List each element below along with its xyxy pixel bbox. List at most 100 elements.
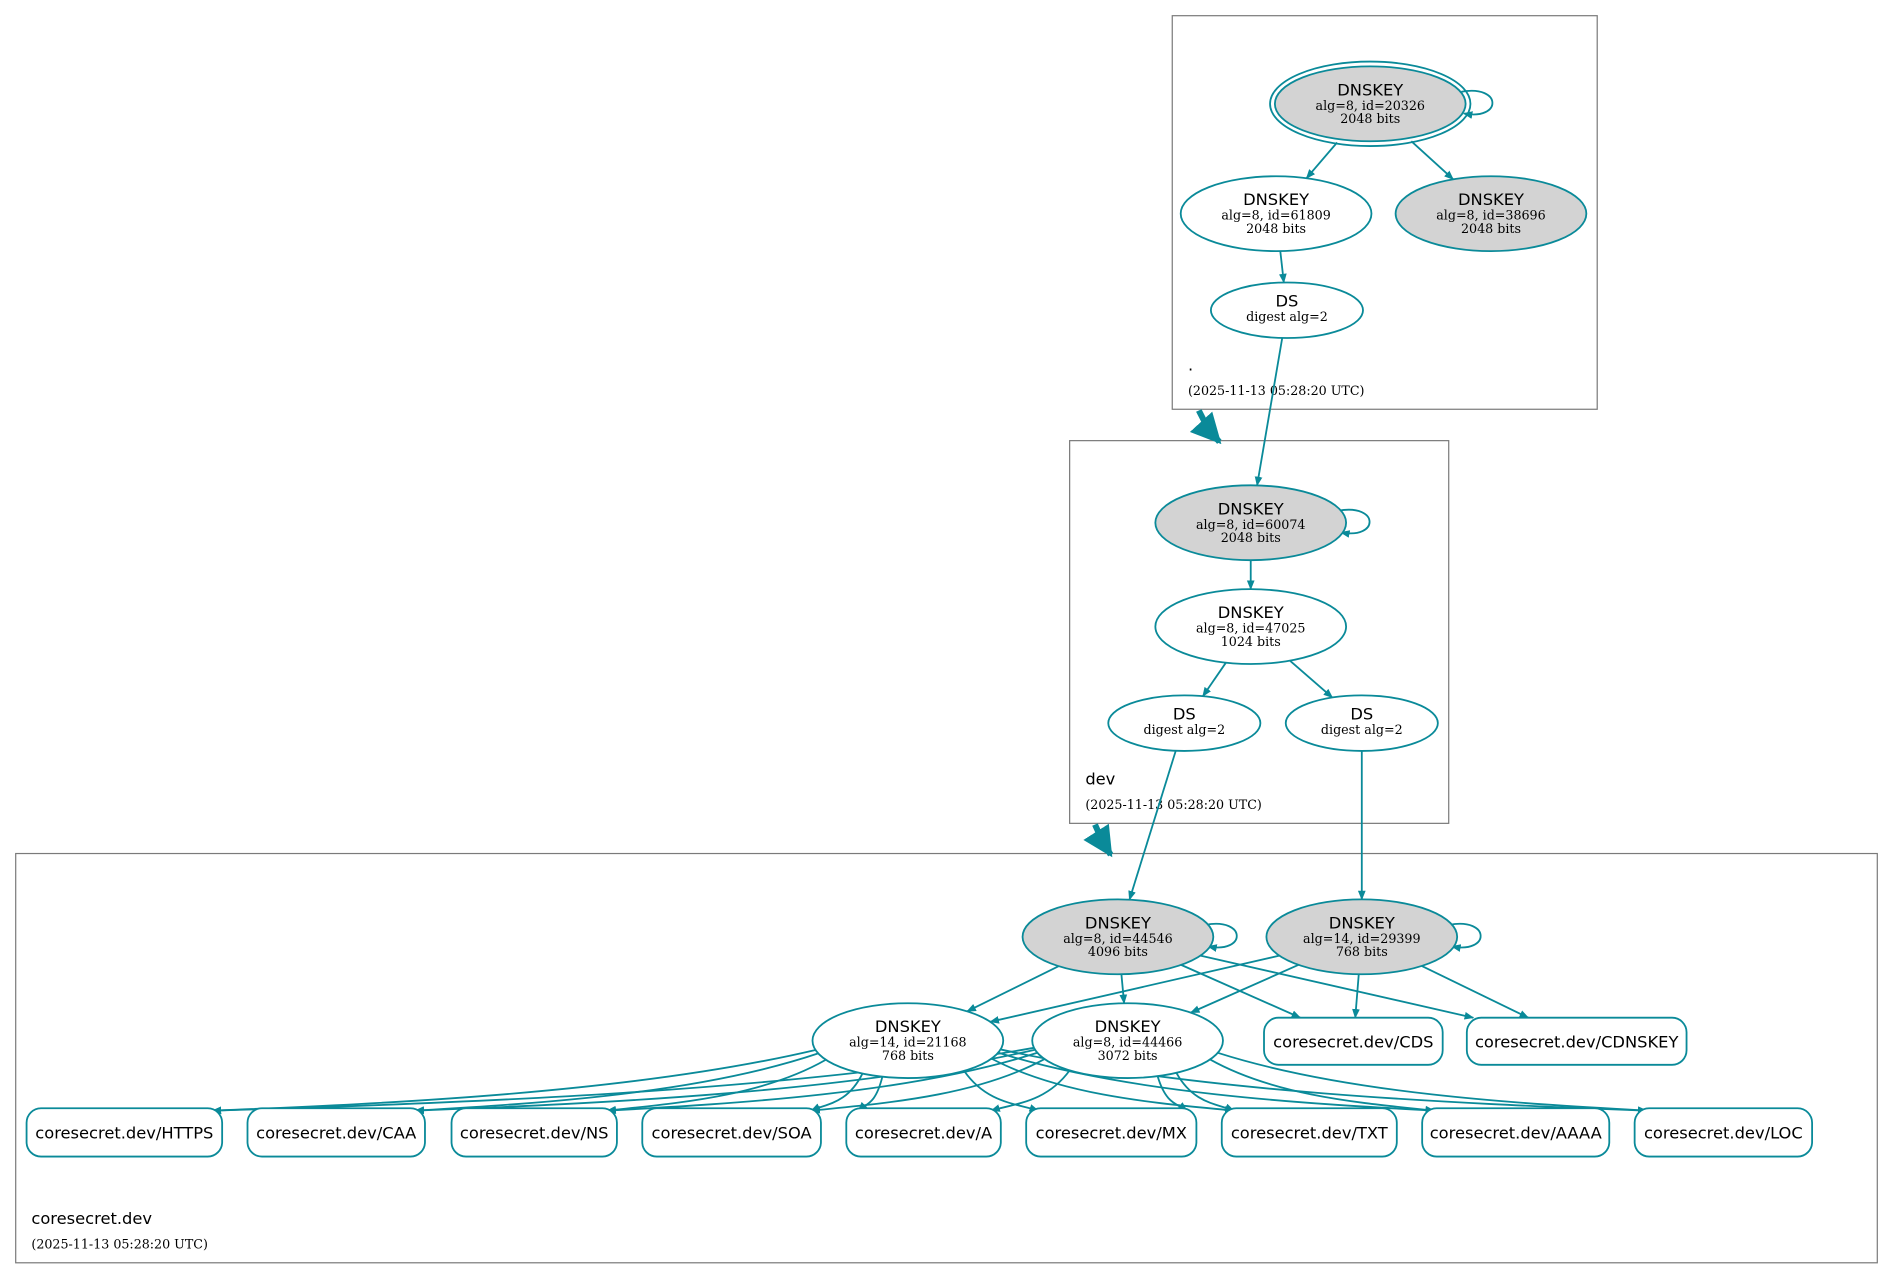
delegation-arrow xyxy=(1083,823,1114,858)
node-title: DNSKEY xyxy=(1458,190,1524,209)
zone-coresecret: coresecret.dev (2025-11-13 05:28:20 UTC) xyxy=(15,852,1878,1264)
node-detail: alg=8, id=44546 xyxy=(1063,931,1172,946)
rrset-label: coresecret.dev/CDS xyxy=(1273,1032,1433,1051)
rrset-node-aaaa[interactable]: coresecret.dev/AAAA xyxy=(1421,1107,1611,1158)
node-title: DNSKEY xyxy=(875,1017,941,1036)
self-signature-edge xyxy=(1449,922,1482,952)
node-detail: alg=14, id=21168 xyxy=(849,1035,966,1050)
edge-k61809-to-ds_root xyxy=(1279,250,1287,284)
edge-k21168-to-MX xyxy=(963,1070,1040,1112)
node-title: DS xyxy=(1276,292,1299,311)
node-bits: 2048 bits xyxy=(1221,530,1281,545)
edge-k29399-to-CDNSKEY xyxy=(1421,965,1530,1019)
edge-k44546-to-CDNSKEY xyxy=(1200,954,1475,1020)
node-bits: 2048 bits xyxy=(1246,221,1306,236)
node-detail: alg=8, id=38696 xyxy=(1436,208,1545,223)
node-bits: 1024 bits xyxy=(1221,634,1281,649)
edge-k21168-to-HTTPS xyxy=(211,1049,816,1115)
delegation-arrow xyxy=(1189,409,1222,445)
node-detail: alg=8, id=44466 xyxy=(1073,1035,1182,1050)
rrset-node-a[interactable]: coresecret.dev/A xyxy=(845,1107,1002,1158)
zone-timestamp: (2025-11-13 05:28:20 UTC) xyxy=(1188,383,1365,398)
edge-k44466-to-SOA xyxy=(810,1058,1045,1114)
edge-ds_root-to-k60074 xyxy=(1254,337,1284,487)
node-title: DNSKEY xyxy=(1218,499,1284,518)
zone-name: coresecret.dev xyxy=(31,1209,152,1228)
zone-timestamp: (2025-11-13 05:28:20 UTC) xyxy=(31,1236,208,1251)
edge-k20326-to-k61809 xyxy=(1305,141,1338,179)
node-title: DS xyxy=(1173,705,1196,724)
edge-k44546-to-k44466 xyxy=(1119,974,1128,1005)
node-bits: 768 bits xyxy=(1336,944,1388,959)
self-signature-edge xyxy=(1461,89,1494,119)
node-bits: 2048 bits xyxy=(1340,111,1400,126)
node-title: DNSKEY xyxy=(1243,190,1309,209)
node-bits: 768 bits xyxy=(882,1048,934,1063)
edge-k29399-to-CDS xyxy=(1352,974,1360,1019)
rrset-node-txt[interactable]: coresecret.dev/TXT xyxy=(1220,1107,1398,1158)
rrset-node-https[interactable]: coresecret.dev/HTTPS xyxy=(25,1107,224,1158)
edge-k47025-to-ds_dev_b xyxy=(1289,659,1334,699)
rrset-node-soa[interactable]: coresecret.dev/SOA xyxy=(641,1107,822,1158)
edge-k44466-to-A xyxy=(990,1069,1071,1112)
rrset-label: coresecret.dev/NS xyxy=(460,1123,609,1142)
node-title: DNSKEY xyxy=(1095,1017,1161,1036)
node-detail: alg=8, id=61809 xyxy=(1221,208,1330,223)
rrset-label: coresecret.dev/TXT xyxy=(1231,1123,1388,1142)
rrset-label: coresecret.dev/HTTPS xyxy=(35,1123,213,1142)
edge-k44466-to-TXT xyxy=(1175,1072,1235,1112)
edge-ds_dev_a-to-k44546 xyxy=(1128,750,1177,901)
rrset-label: coresecret.dev/AAAA xyxy=(1430,1123,1602,1142)
edge-k29399-to-k21168 xyxy=(989,954,1280,1024)
self-signature-edge xyxy=(1338,508,1371,538)
node-detail: digest alg=2 xyxy=(1246,309,1328,324)
rrset-node-loc[interactable]: coresecret.dev/LOC xyxy=(1633,1107,1814,1158)
rrset-node-cdnskey[interactable]: coresecret.dev/CDNSKEY xyxy=(1465,1016,1688,1066)
node-title: DNSKEY xyxy=(1337,80,1403,99)
zone-name: dev xyxy=(1085,770,1115,789)
rrset-label: coresecret.dev/MX xyxy=(1036,1123,1187,1142)
node-detail: alg=14, id=29399 xyxy=(1303,931,1420,946)
node-title: DNSKEY xyxy=(1085,913,1151,932)
node-title: DS xyxy=(1350,705,1373,724)
rrset-label: coresecret.dev/LOC xyxy=(1644,1123,1803,1142)
zone-timestamp: (2025-11-13 05:28:20 UTC) xyxy=(1085,797,1262,812)
rrset-label: coresecret.dev/CAA xyxy=(256,1123,416,1142)
node-detail: alg=8, id=20326 xyxy=(1316,98,1425,113)
edge-k47025-to-ds_dev_a xyxy=(1202,662,1227,698)
rrset-label: coresecret.dev/CDNSKEY xyxy=(1475,1032,1678,1051)
node-detail: digest alg=2 xyxy=(1321,722,1403,737)
node-title: DNSKEY xyxy=(1329,913,1395,932)
node-bits: 4096 bits xyxy=(1088,944,1148,959)
node-detail: digest alg=2 xyxy=(1143,722,1225,737)
node-title: DNSKEY xyxy=(1218,603,1284,622)
edge-k44546-to-k21168 xyxy=(966,965,1060,1013)
zone-name: . xyxy=(1188,356,1193,375)
zone-root: . (2025-11-13 05:28:20 UTC) xyxy=(1171,15,1598,410)
edge-k21168-to-NS xyxy=(606,1058,827,1114)
rrset-node-mx[interactable]: coresecret.dev/MX xyxy=(1025,1107,1198,1158)
zone-dev: dev (2025-11-13 05:28:20 UTC) xyxy=(1069,440,1450,824)
rrset-node-cds[interactable]: coresecret.dev/CDS xyxy=(1263,1016,1444,1066)
rrset-node-ns[interactable]: coresecret.dev/NS xyxy=(450,1107,618,1158)
node-detail: alg=8, id=47025 xyxy=(1196,621,1305,636)
node-detail: alg=8, id=60074 xyxy=(1196,517,1305,532)
edge-k20326-to-k38696 xyxy=(1410,140,1454,180)
node-bits: 2048 bits xyxy=(1461,221,1521,236)
edge-k44466-to-AAAA xyxy=(1209,1058,1436,1114)
rrset-node-caa[interactable]: coresecret.dev/CAA xyxy=(246,1107,426,1158)
rrset-label: coresecret.dev/SOA xyxy=(652,1123,812,1142)
